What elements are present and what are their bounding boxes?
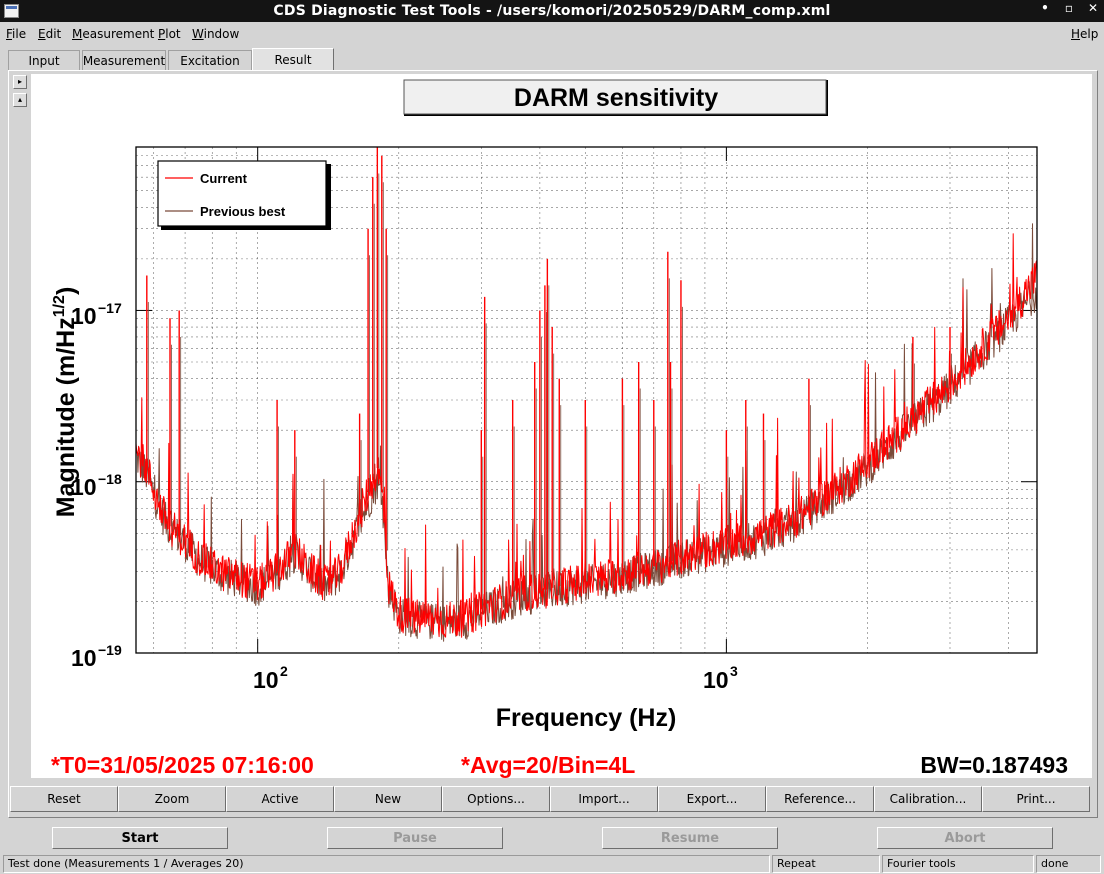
sensitivity-chart[interactable]: DARM sensitivity Current Previous best 1… bbox=[31, 74, 1092, 778]
pause-button[interactable]: Pause bbox=[327, 827, 503, 849]
minimize-icon[interactable]: • bbox=[1041, 1, 1049, 15]
tab-excitation[interactable]: Excitation bbox=[168, 50, 252, 70]
zoom-button[interactable]: Zoom bbox=[118, 786, 226, 812]
maximize-icon[interactable]: ▫ bbox=[1064, 1, 1074, 15]
abort-button[interactable]: Abort bbox=[877, 827, 1053, 849]
y-axis-label: Magnitude (m/Hz1/2) bbox=[51, 287, 80, 518]
status-repeat: Repeat bbox=[772, 855, 880, 873]
reset-button[interactable]: Reset bbox=[10, 786, 118, 812]
status-tools: Fourier tools bbox=[882, 855, 1034, 873]
status-state: done bbox=[1036, 855, 1101, 873]
new-button[interactable]: New bbox=[334, 786, 442, 812]
x-tick-base: 10 bbox=[253, 667, 279, 693]
y-tick-base: 10 bbox=[71, 474, 97, 500]
scroll-up-icon[interactable]: ▴ bbox=[13, 93, 27, 107]
y-tick-exp: −17 bbox=[98, 300, 122, 316]
plot-title: DARM sensitivity bbox=[514, 84, 718, 112]
export-button[interactable]: Export... bbox=[658, 786, 766, 812]
title-bar: CDS Diagnostic Test Tools - /users/komor… bbox=[0, 0, 1104, 22]
import-button[interactable]: Import... bbox=[550, 786, 658, 812]
x-axis-label: Frequency (Hz) bbox=[496, 704, 677, 732]
menu-measurement[interactable]: Measurement bbox=[72, 27, 155, 41]
start-button[interactable]: Start bbox=[52, 827, 228, 849]
close-icon[interactable]: ✕ bbox=[1087, 1, 1099, 15]
y-tick-base: 10 bbox=[71, 303, 97, 329]
status-message: Test done (Measurements 1 / Averages 20) bbox=[3, 855, 770, 873]
options-button[interactable]: Options... bbox=[442, 786, 550, 812]
legend-label-current: Current bbox=[200, 171, 248, 186]
legend-box[interactable] bbox=[157, 160, 327, 227]
reference-button[interactable]: Reference... bbox=[766, 786, 874, 812]
print-button[interactable]: Print... bbox=[982, 786, 1090, 812]
window-title: CDS Diagnostic Test Tools - /users/komor… bbox=[273, 3, 831, 19]
series-previous-best-line bbox=[135, 223, 1038, 642]
footer-t0: *T0=31/05/2025 07:16:00 bbox=[51, 752, 314, 778]
menu-edit[interactable]: Edit bbox=[38, 27, 62, 41]
x-tick-exp: 3 bbox=[730, 663, 738, 679]
active-button[interactable]: Active bbox=[226, 786, 334, 812]
menu-plot[interactable]: Plot bbox=[158, 27, 181, 41]
title-box bbox=[403, 79, 827, 115]
scroll-right-icon[interactable]: ▸ bbox=[13, 75, 27, 89]
status-bar: Test done (Measurements 1 / Averages 20)… bbox=[0, 853, 1104, 874]
y-tick-label-1e-18: 10 −18 bbox=[71, 471, 122, 500]
app-icon[interactable] bbox=[4, 4, 19, 18]
tab-input[interactable]: Input bbox=[8, 50, 80, 70]
tab-measurement[interactable]: Measurement bbox=[82, 50, 166, 70]
legend-label-previous: Previous best bbox=[200, 204, 286, 219]
y-tick-label-1e-19: 10 −19 bbox=[71, 642, 122, 671]
plot-button-row: Reset Zoom Active New Options... Import.… bbox=[10, 786, 1090, 812]
footer-bw: BW=0.187493 bbox=[920, 752, 1068, 778]
menu-help[interactable]: Help bbox=[1071, 27, 1099, 41]
resume-button[interactable]: Resume bbox=[602, 827, 778, 849]
window-controls: • ▫ ✕ bbox=[1038, 1, 1100, 15]
x-tick-label-1e3: 10 3 bbox=[703, 663, 738, 693]
plot-frame bbox=[135, 146, 1038, 654]
x-tick-base: 10 bbox=[703, 667, 729, 693]
y-tick-base: 10 bbox=[71, 645, 97, 671]
menu-file[interactable]: File bbox=[6, 27, 27, 41]
plot-area[interactable]: DARM sensitivity Current Previous best 1… bbox=[31, 74, 1092, 778]
menu-bar: File Edit Measurement Plot Window Help bbox=[0, 22, 1104, 46]
result-panel bbox=[8, 70, 1098, 818]
y-tick-exp: −19 bbox=[98, 642, 122, 658]
x-tick-exp: 2 bbox=[280, 663, 288, 679]
plot-curves bbox=[135, 147, 1038, 642]
y-tick-exp: −18 bbox=[98, 471, 122, 487]
tab-result[interactable]: Result bbox=[252, 48, 334, 70]
x-tick-label-1e2: 10 2 bbox=[253, 663, 288, 693]
footer-avg: *Avg=20/Bin=4L bbox=[461, 752, 635, 778]
calibration-button[interactable]: Calibration... bbox=[874, 786, 982, 812]
menu-window[interactable]: Window bbox=[192, 27, 240, 41]
y-tick-label-1e-17: 10 −17 bbox=[71, 300, 122, 329]
y-axis-label-text: Magnitude (m/Hz1/2) bbox=[51, 287, 80, 518]
